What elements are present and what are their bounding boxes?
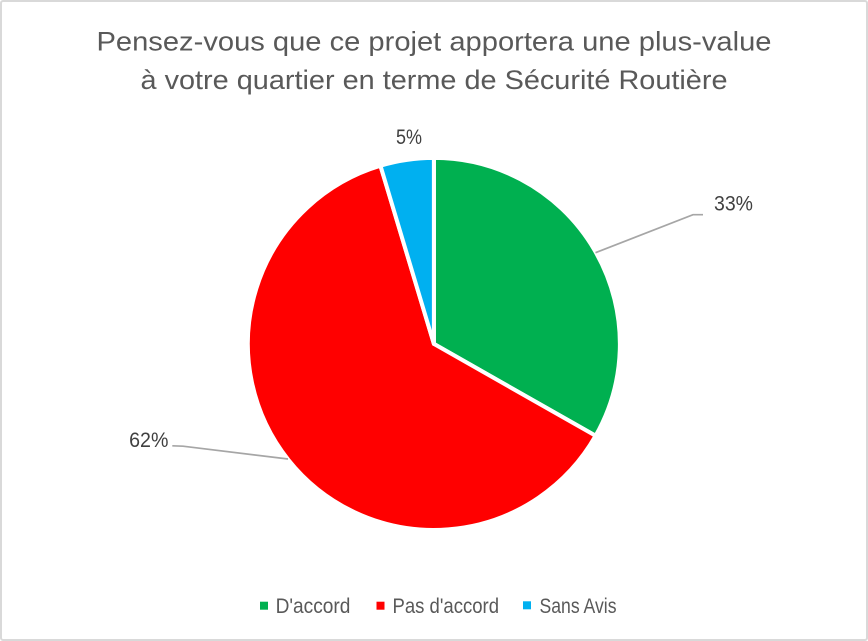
svg-text:Sans Avis: Sans Avis [540,594,617,618]
svg-text:Pas d'accord: Pas d'accord [393,594,500,618]
svg-text:33%: 33% [714,191,753,215]
svg-text:5%: 5% [396,125,422,149]
svg-text:à votre quartier en terme de S: à votre quartier en terme de Sécurité Ro… [141,65,728,95]
svg-text:Pensez-vous que ce projet appo: Pensez-vous que ce projet apportera une … [97,26,772,56]
svg-text:D'accord: D'accord [276,594,351,618]
svg-text:62%: 62% [129,428,168,452]
